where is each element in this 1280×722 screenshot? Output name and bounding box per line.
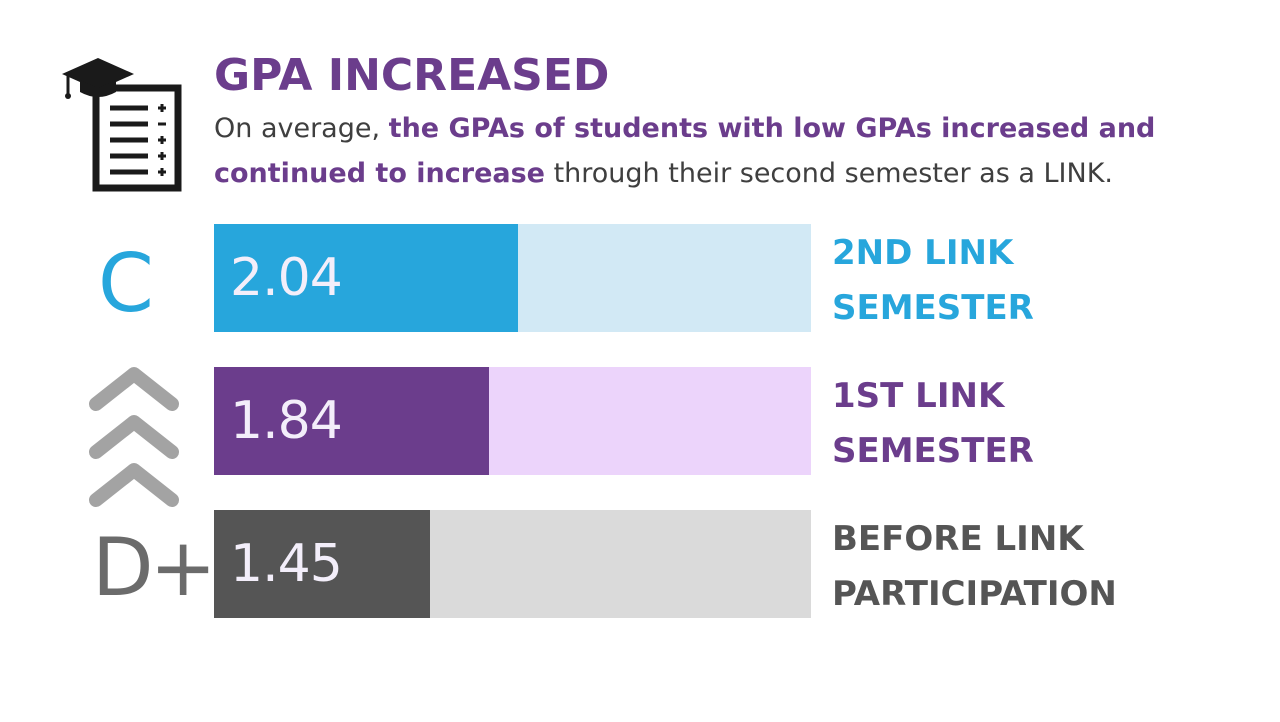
bar-track: 2.04 <box>214 224 811 332</box>
bar-track: 1.45 <box>214 510 811 618</box>
bar-category-label-line1: 2ND LINK <box>832 233 1014 273</box>
bar-value-label: 1.45 <box>230 534 343 594</box>
bar-fill: 1.45 <box>214 510 430 618</box>
bar-category-label-line2: SEMESTER <box>832 431 1034 471</box>
bar-fill: 1.84 <box>214 367 489 475</box>
subtitle-text: On average, <box>214 113 389 144</box>
bar-category-label: 1ST LINK SEMESTER <box>832 369 1262 479</box>
bar-value-label: 1.84 <box>230 391 343 451</box>
bar-category-label-line1: BEFORE LINK <box>832 519 1084 559</box>
bar-category-label-line2: SEMESTER <box>832 288 1034 328</box>
bar-track: 1.84 <box>214 367 811 475</box>
subtitle-text-end: through their second semester as a LINK. <box>545 158 1113 189</box>
bar-value-label: 2.04 <box>230 248 343 308</box>
graduation-checklist-icon <box>62 58 182 192</box>
page-title: GPA INCREASED <box>214 50 610 101</box>
bar-category-label: BEFORE LINK PARTICIPATION <box>832 512 1262 622</box>
grade-d-plus-label: D+ <box>92 521 217 614</box>
bar-category-label-line1: 1ST LINK <box>832 376 1005 416</box>
grade-c-label: C <box>98 237 154 330</box>
subtitle: On average, the GPAs of students with lo… <box>214 106 1244 196</box>
bar-category-label-line2: PARTICIPATION <box>832 574 1117 614</box>
bar-fill: 2.04 <box>214 224 518 332</box>
up-chevrons-icon <box>89 367 179 507</box>
subtitle-highlight: the GPAs of students with low GPAs incre… <box>214 113 1156 189</box>
bar-category-label: 2ND LINK SEMESTER <box>832 226 1262 336</box>
